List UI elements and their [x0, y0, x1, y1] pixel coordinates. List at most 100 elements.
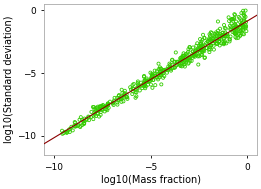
Point: [117, 94, 121, 97]
Point: [244, 21, 248, 24]
Point: [228, 24, 232, 27]
Point: [212, 35, 217, 38]
Point: [238, 21, 242, 24]
Point: [218, 27, 222, 30]
Point: [115, 96, 119, 99]
Point: [169, 69, 173, 72]
Point: [191, 46, 195, 49]
Point: [93, 113, 97, 116]
Point: [208, 39, 212, 42]
Point: [170, 64, 174, 67]
Point: [175, 60, 179, 64]
Point: [159, 72, 163, 75]
Point: [169, 68, 173, 71]
Point: [234, 28, 238, 31]
Point: [159, 74, 163, 77]
Point: [183, 63, 187, 66]
Point: [138, 89, 142, 92]
Point: [156, 74, 161, 77]
Point: [111, 101, 115, 104]
Point: [95, 106, 99, 109]
Point: [212, 40, 216, 43]
Point: [149, 78, 153, 81]
Point: [232, 24, 236, 27]
Point: [138, 84, 142, 88]
Point: [180, 59, 184, 62]
Point: [153, 84, 157, 87]
Point: [201, 33, 205, 36]
Point: [180, 58, 184, 61]
Point: [103, 110, 107, 113]
Point: [238, 29, 242, 32]
Point: [155, 76, 159, 79]
Point: [234, 20, 238, 23]
Point: [203, 56, 207, 59]
Point: [233, 31, 238, 34]
Point: [222, 23, 226, 26]
Point: [186, 62, 190, 65]
Point: [200, 49, 204, 52]
Point: [216, 20, 220, 23]
Point: [224, 35, 229, 38]
Point: [220, 34, 224, 37]
Point: [233, 32, 237, 35]
Point: [149, 83, 153, 86]
Point: [180, 65, 184, 68]
Point: [215, 40, 219, 43]
Point: [233, 36, 238, 39]
Point: [201, 44, 205, 47]
Point: [148, 80, 152, 83]
Point: [230, 18, 234, 21]
Point: [120, 92, 124, 95]
Point: [141, 82, 146, 85]
Point: [94, 108, 98, 111]
Point: [191, 56, 195, 59]
Point: [222, 41, 227, 44]
Point: [156, 62, 161, 65]
Point: [131, 90, 135, 93]
Point: [219, 42, 223, 45]
Point: [145, 80, 149, 83]
Point: [91, 105, 95, 108]
Point: [196, 47, 200, 50]
Point: [195, 50, 199, 53]
Point: [199, 45, 204, 48]
Point: [173, 66, 177, 69]
Point: [220, 38, 224, 41]
Point: [204, 42, 208, 45]
Point: [216, 37, 220, 40]
Point: [190, 54, 194, 57]
Point: [104, 108, 108, 111]
Point: [199, 53, 203, 56]
Point: [144, 85, 148, 88]
Point: [189, 59, 194, 62]
Point: [223, 34, 227, 37]
Point: [115, 103, 120, 106]
Point: [76, 125, 80, 128]
Point: [220, 31, 224, 34]
Point: [116, 98, 121, 101]
Point: [233, 27, 237, 30]
Point: [100, 105, 105, 108]
Point: [213, 40, 217, 43]
Point: [68, 127, 73, 130]
Point: [207, 41, 211, 44]
Point: [187, 57, 192, 60]
Point: [207, 48, 211, 51]
Point: [122, 93, 127, 96]
Point: [63, 130, 68, 133]
Point: [155, 70, 159, 73]
Point: [149, 77, 153, 81]
Point: [172, 60, 176, 64]
Point: [175, 61, 180, 64]
Point: [217, 40, 221, 43]
Point: [223, 31, 227, 34]
Point: [212, 48, 216, 51]
Point: [150, 86, 155, 89]
Point: [99, 111, 103, 114]
Point: [165, 71, 169, 74]
Point: [86, 115, 90, 118]
Point: [122, 96, 126, 99]
Point: [159, 70, 163, 73]
Point: [206, 40, 210, 43]
